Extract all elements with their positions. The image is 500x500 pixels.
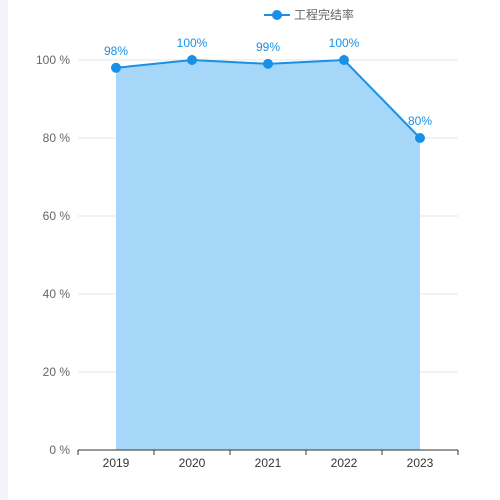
data-label: 99%	[256, 40, 280, 54]
x-tick-label: 2023	[407, 456, 434, 470]
area-fill-layer	[116, 60, 420, 450]
data-label: 100%	[329, 36, 360, 50]
x-axis-labels: 2019 2020 2021 2022 2023	[103, 456, 434, 470]
legend-marker-icon	[272, 10, 282, 20]
data-labels: 98% 100% 99% 100% 80%	[104, 36, 432, 128]
y-tick-label: 60 %	[43, 209, 71, 223]
x-tick-label: 2020	[179, 456, 206, 470]
data-label: 80%	[408, 114, 432, 128]
x-tick-label: 2019	[103, 456, 130, 470]
data-label: 98%	[104, 44, 128, 58]
y-tick-label: 20 %	[43, 365, 71, 379]
left-strip	[0, 0, 8, 500]
legend-label: 工程完结率	[294, 7, 354, 22]
x-tick-label: 2022	[331, 456, 358, 470]
area-fill	[116, 60, 420, 450]
y-axis-labels: 0 % 20 % 40 % 60 % 80 % 100 %	[36, 53, 70, 457]
y-tick-label: 0 %	[49, 443, 70, 457]
y-tick-label: 80 %	[43, 131, 71, 145]
data-point[interactable]	[415, 133, 425, 143]
x-tick-label: 2021	[255, 456, 282, 470]
x-axis	[77, 449, 459, 455]
data-points	[111, 55, 425, 143]
data-point[interactable]	[339, 55, 349, 65]
data-label: 100%	[177, 36, 208, 50]
legend[interactable]: 工程完结率	[264, 7, 354, 22]
data-point[interactable]	[263, 58, 273, 69]
y-tick-label: 100 %	[36, 53, 70, 67]
y-tick-label: 40 %	[43, 287, 71, 301]
data-point[interactable]	[187, 55, 197, 65]
data-point[interactable]	[111, 62, 121, 73]
